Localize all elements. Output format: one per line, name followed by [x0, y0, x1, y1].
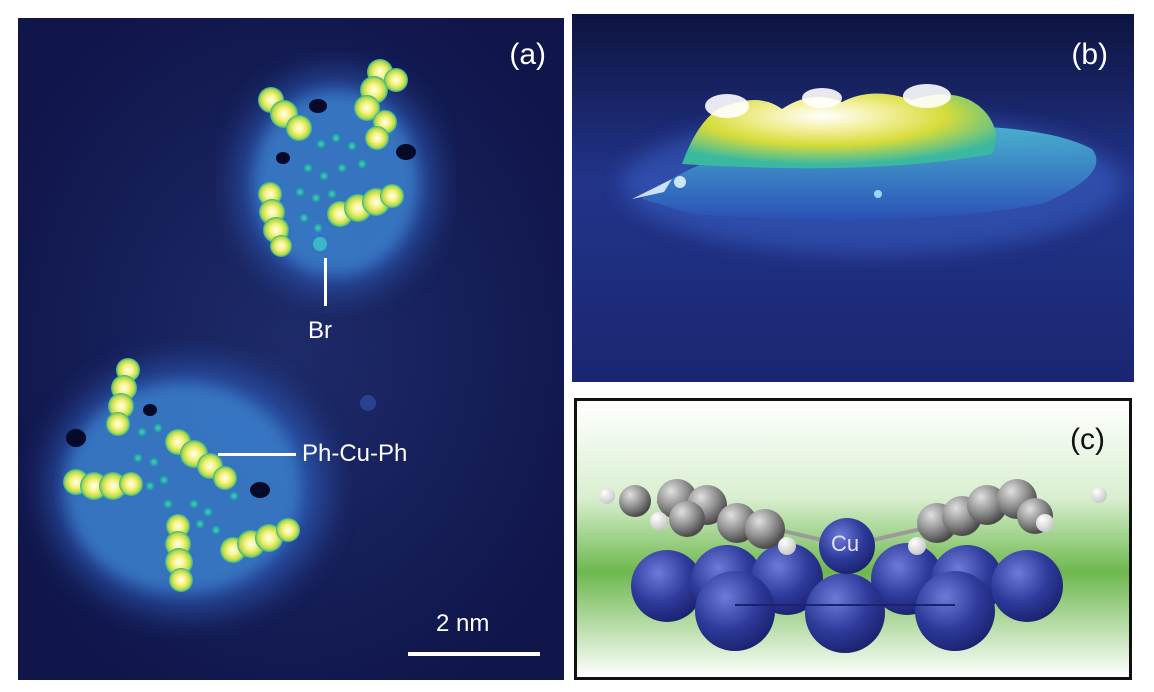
- model-panel-c: (c) Cu: [574, 398, 1132, 680]
- phcuph-pointer-line: [218, 453, 296, 456]
- scalebar-label: 2 nm: [436, 610, 490, 637]
- scalebar: [408, 652, 540, 656]
- phenyl-right: [908, 479, 1107, 555]
- panel-c-label: (c): [1070, 423, 1105, 456]
- molecular-model: [577, 401, 1129, 677]
- phcuph-annotation: Ph-Cu-Ph: [302, 440, 408, 467]
- cu-substrate: [631, 543, 1063, 653]
- stm-topography-image: [18, 18, 564, 680]
- cu-atom-label: Cu: [831, 531, 860, 556]
- adatom: [360, 395, 376, 411]
- cu-adatom: [819, 518, 875, 574]
- phenyl-left: [599, 479, 796, 555]
- stm-3d-panel-b: (b): [572, 14, 1134, 382]
- stm-3d-rendering: [572, 14, 1134, 382]
- stm-image-panel-a: (a) Br Ph-Cu-Ph 2 nm: [18, 18, 564, 680]
- molecule-lower: [48, 358, 328, 613]
- panel-a-label: (a): [509, 38, 546, 71]
- br-pointer-line: [324, 258, 327, 306]
- br-annotation: Br: [308, 317, 332, 344]
- br-atom: [313, 237, 327, 251]
- panel-b-label: (b): [1071, 38, 1108, 71]
- molecule-upper: [236, 59, 436, 293]
